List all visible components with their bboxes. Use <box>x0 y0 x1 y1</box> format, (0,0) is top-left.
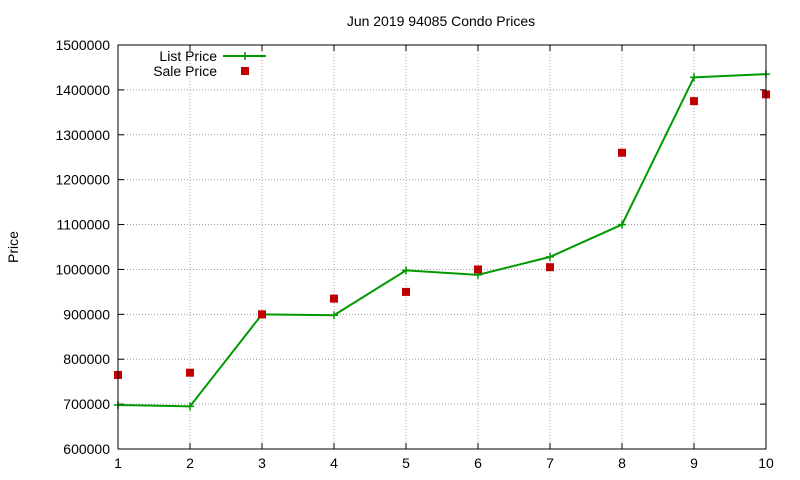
y-axis-label: Price <box>5 231 21 263</box>
x-tick-label: 10 <box>758 455 774 471</box>
list-price-point <box>690 73 698 82</box>
legend: List Price Sale Price <box>153 48 266 79</box>
x-tick-label: 9 <box>690 455 698 471</box>
y-tick-label: 600000 <box>63 441 110 457</box>
list-price-point <box>330 311 338 320</box>
x-tick-label: 2 <box>186 455 194 471</box>
list-price-point <box>618 220 626 229</box>
sale-price-point <box>618 148 626 157</box>
sale-price-point <box>330 294 338 303</box>
y-tick-label: 1100000 <box>57 217 111 233</box>
y-tick-label: 900000 <box>63 306 110 322</box>
plot-frame <box>117 44 767 450</box>
x-tick-label: 4 <box>330 455 338 471</box>
y-tick-label: 1300000 <box>55 127 110 143</box>
list-price-point <box>186 402 194 411</box>
sale-price-point <box>474 265 482 274</box>
sale-price-point <box>546 263 554 272</box>
axis-ticks: 1 2 3 4 5 6 7 8 9 10 600000 700000 800000 900000 10000… <box>55 37 774 471</box>
sale-price-point <box>402 287 410 296</box>
y-tick-label: 1000000 <box>55 261 110 277</box>
x-tick-label: 3 <box>258 455 266 471</box>
grid <box>118 45 766 449</box>
legend-label-sale-price: Sale Price <box>153 63 217 79</box>
x-tick-label: 6 <box>474 455 482 471</box>
y-tick-label: 1400000 <box>55 82 110 98</box>
y-tick-label: 1500000 <box>55 37 110 53</box>
x-tick-label: 5 <box>402 455 410 471</box>
y-tick-label: 800000 <box>63 351 110 367</box>
y-tick-label: 700000 <box>63 396 110 412</box>
legend-marker-sale-price <box>241 67 249 75</box>
x-tick-label: 1 <box>114 455 122 471</box>
sale-price-point <box>186 368 194 377</box>
y-tick-label: 1200000 <box>55 172 110 188</box>
chart-title: Jun 2019 94085 Condo Prices <box>347 13 535 29</box>
x-tick-label: 8 <box>618 455 626 471</box>
sale-price-point <box>258 310 266 319</box>
x-tick-label: 7 <box>546 455 554 471</box>
sale-price-point <box>690 97 698 106</box>
list-price-line <box>117 73 767 408</box>
legend-label-list-price: List Price <box>159 48 217 64</box>
list-price-point <box>402 266 410 275</box>
legend-marker-list-price <box>241 52 249 60</box>
list-price-point <box>546 252 554 261</box>
